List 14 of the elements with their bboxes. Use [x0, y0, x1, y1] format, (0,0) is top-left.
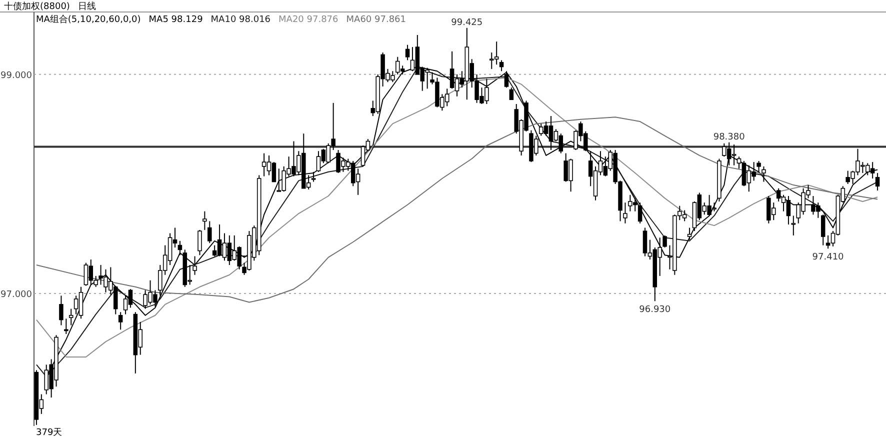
text: MA5 98.129 [148, 15, 204, 25]
y-tick-label: 97.000 [0, 290, 32, 300]
annotation: 97.410 [812, 252, 844, 263]
annotation: 96.930 [639, 305, 671, 316]
annotation: 98.380 [713, 132, 746, 142]
chart-subtitle: 日线 [78, 1, 96, 12]
annotation: 99.425 [451, 18, 483, 28]
text: MA10 98.016 [210, 15, 271, 25]
text: 379天 [36, 427, 62, 437]
y-tick-label: 99.000 [0, 70, 32, 81]
chart-title: 十债加权(8800) [4, 1, 70, 12]
legend-title: MA组合(5,10,20,60,0,0) [36, 14, 141, 25]
text: MA20 97.876 [278, 15, 339, 25]
text: MA60 97.861 [346, 15, 406, 25]
